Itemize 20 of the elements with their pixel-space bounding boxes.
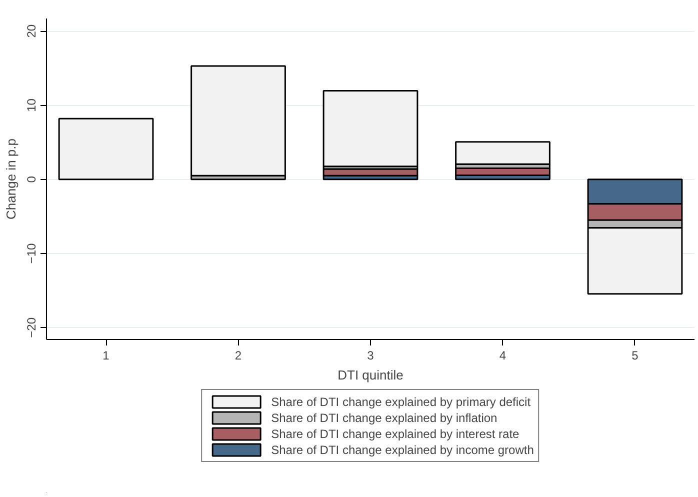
y-tick-label: −20: [24, 317, 38, 338]
y-tick-label: 0: [24, 176, 38, 183]
bar: [455, 141, 550, 165]
y-tick-label: 20: [24, 24, 38, 38]
legend-label: Share of DTI change explained by primary deficit: [271, 394, 531, 409]
legend-label: Share of DTI change explained by income growth: [271, 442, 534, 457]
x-axis-title: DTI quintile: [338, 368, 404, 382]
x-tick-label: 2: [234, 348, 242, 362]
x-tick-label: 1: [102, 348, 110, 362]
x-tick-label: 5: [632, 348, 639, 362]
y-tick-label: 10: [24, 98, 38, 112]
legend-label: Share of DTI change explained by inflation: [271, 410, 498, 425]
legend-label: Share of DTI change explained by interest rate: [271, 426, 520, 441]
bar: [190, 65, 286, 176]
bar: [58, 118, 154, 180]
y-tick-label: −10: [24, 243, 38, 264]
x-tick-label: 3: [367, 348, 374, 362]
x-tick-label: 4: [499, 348, 506, 362]
y-axis-title: Change in p.p: [4, 138, 18, 220]
bar: [322, 90, 418, 168]
